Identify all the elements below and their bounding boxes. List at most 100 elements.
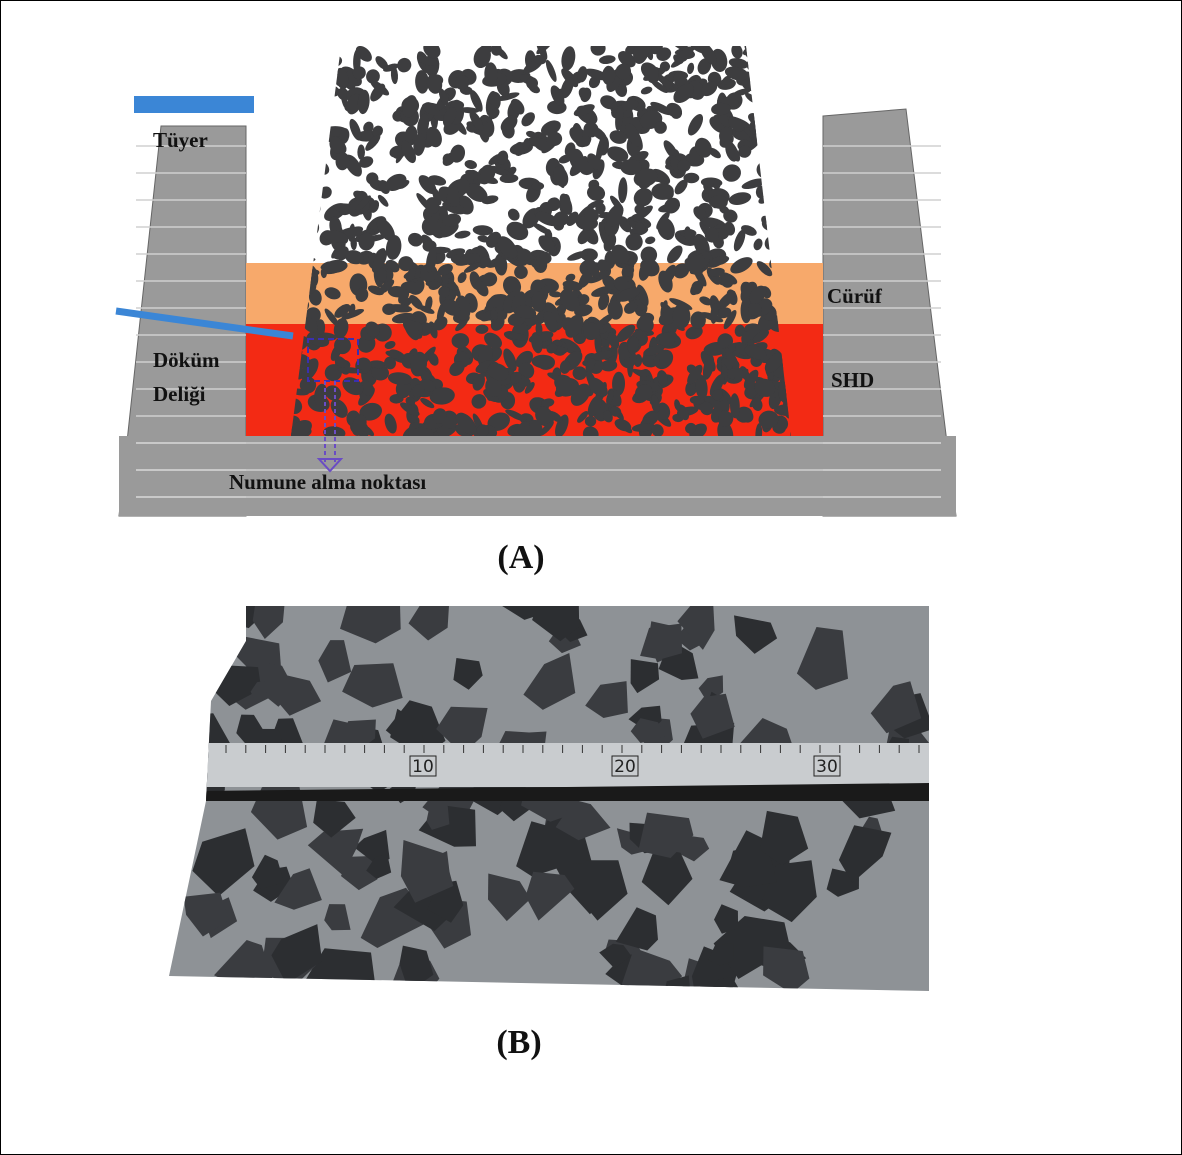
sampling-label: Numune alma noktası [229, 470, 426, 494]
coke-particle [464, 159, 478, 170]
caption-a: (A) [497, 539, 544, 576]
coke-particle [300, 130, 318, 147]
coke-particle [302, 199, 324, 222]
coke-particle [300, 218, 321, 238]
coke-particle [294, 92, 308, 114]
coke-particle [767, 80, 785, 102]
rock [192, 568, 248, 634]
coke-particle [741, 39, 767, 58]
coke-particle [685, 112, 706, 138]
coke-particle [454, 229, 471, 239]
coke-particle [327, 54, 344, 69]
coke-particle [741, 176, 768, 191]
coke-particle [683, 173, 699, 184]
coke-particle [728, 190, 753, 207]
coke-particle [285, 123, 307, 145]
coke-particle [686, 62, 695, 75]
coke-particle [298, 94, 311, 104]
coke-particle [304, 165, 319, 181]
metal-label: SHD [831, 368, 874, 392]
coke-particle [589, 40, 607, 57]
coke-particle [560, 45, 578, 72]
sample-photo: 10 20 30 [161, 568, 998, 1021]
coke-particle [766, 216, 796, 241]
coke-particle [782, 121, 806, 144]
coke-particle [285, 253, 298, 263]
coke-particle [651, 183, 673, 200]
coke-particle [774, 115, 789, 133]
coke-particle [310, 66, 330, 85]
coke-particle [730, 43, 745, 60]
coke-particle [298, 156, 313, 176]
coke-particle [779, 169, 795, 185]
coke-particle [748, 56, 771, 71]
coke-particle [770, 96, 792, 116]
coke-particle [773, 74, 788, 89]
coke-particle [766, 107, 778, 120]
ruler-label: 10 [412, 757, 434, 777]
ruler-label: 30 [816, 757, 838, 777]
coke-particle [778, 223, 797, 241]
taphole-label: Döküm [153, 348, 220, 372]
coke-particle [307, 88, 321, 102]
coke-particle [761, 115, 789, 140]
coke-particle [312, 158, 331, 177]
coke-particle [294, 126, 317, 147]
coke-particle [654, 215, 678, 242]
coke-particle [758, 137, 769, 144]
coke-particle [292, 230, 311, 248]
coke-particle [755, 185, 767, 200]
coke-particle [618, 177, 628, 203]
coke-particle [294, 139, 309, 156]
coke-particle [290, 100, 316, 126]
coke-particle [297, 208, 316, 232]
coke-particle [323, 55, 335, 72]
coke-particle [280, 109, 300, 127]
coke-particle [780, 84, 804, 107]
coke-particle [282, 172, 306, 196]
coke-particle [288, 58, 312, 82]
coke-particle [773, 217, 792, 235]
coke-particle [770, 167, 790, 185]
coke-particle [305, 101, 330, 126]
coke-particle [290, 215, 308, 237]
caption-b: (B) [496, 1024, 541, 1061]
coke-particle [766, 48, 788, 64]
coke-particle [763, 234, 780, 252]
coke-particle [311, 149, 328, 166]
tuyere-label: Tüyer [153, 128, 208, 152]
coke-particle [284, 60, 305, 81]
coke-particle [759, 213, 778, 231]
coke-particle [301, 141, 322, 159]
coke-particle [300, 204, 312, 224]
coke-particle [745, 48, 770, 64]
coke-particle [311, 140, 330, 159]
ruler-label: 20 [614, 757, 636, 777]
coke-particle [743, 91, 759, 105]
rock [188, 612, 227, 646]
coke-particle [276, 161, 298, 175]
coke-particle [303, 123, 331, 149]
coke-particle [307, 72, 326, 92]
coke-particle [780, 207, 799, 226]
coke-particle [297, 72, 306, 85]
coke-particle [762, 56, 781, 77]
coke-particle [303, 54, 322, 74]
page: Tüyer Cürüf SHD Döküm Deliği Numune alma… [0, 0, 1182, 1155]
coke-particle [664, 243, 686, 266]
taphole-label: Deliği [153, 382, 206, 406]
tuyere-bar [134, 96, 254, 113]
figure: Tüyer Cürüf SHD Döküm Deliği Numune alma… [1, 1, 1181, 1154]
coke-particle [302, 112, 315, 129]
coke-particle [317, 184, 334, 201]
coke-particle [299, 70, 314, 82]
coke-particle [654, 121, 667, 134]
coke-particle [768, 181, 782, 194]
coke-particle [293, 210, 311, 230]
coke-particle [749, 41, 762, 53]
slag-label: Cürüf [827, 284, 883, 308]
coke-particle [759, 61, 772, 77]
coke-particle [293, 219, 310, 239]
coke-particle [772, 116, 780, 136]
coke-particle [297, 107, 321, 129]
